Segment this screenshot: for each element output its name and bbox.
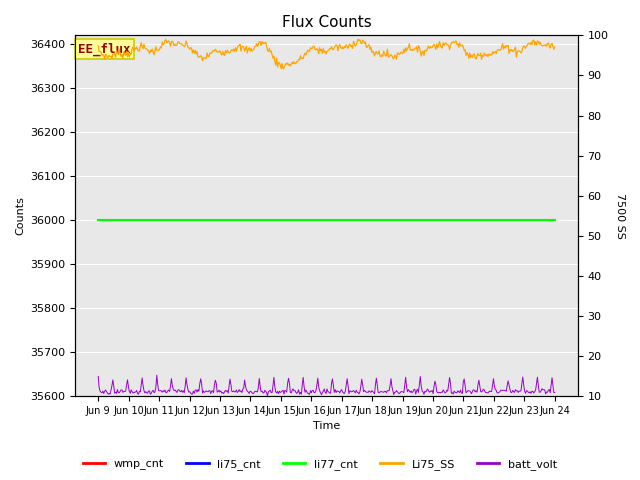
Title: Flux Counts: Flux Counts (282, 15, 371, 30)
Y-axis label: 7500 SS: 7500 SS (615, 193, 625, 239)
Legend: wmp_cnt, li75_cnt, li77_cnt, Li75_SS, batt_volt: wmp_cnt, li75_cnt, li77_cnt, Li75_SS, ba… (78, 455, 562, 474)
Y-axis label: Counts: Counts (15, 196, 25, 235)
X-axis label: Time: Time (313, 421, 340, 432)
Text: EE_flux: EE_flux (78, 43, 131, 56)
